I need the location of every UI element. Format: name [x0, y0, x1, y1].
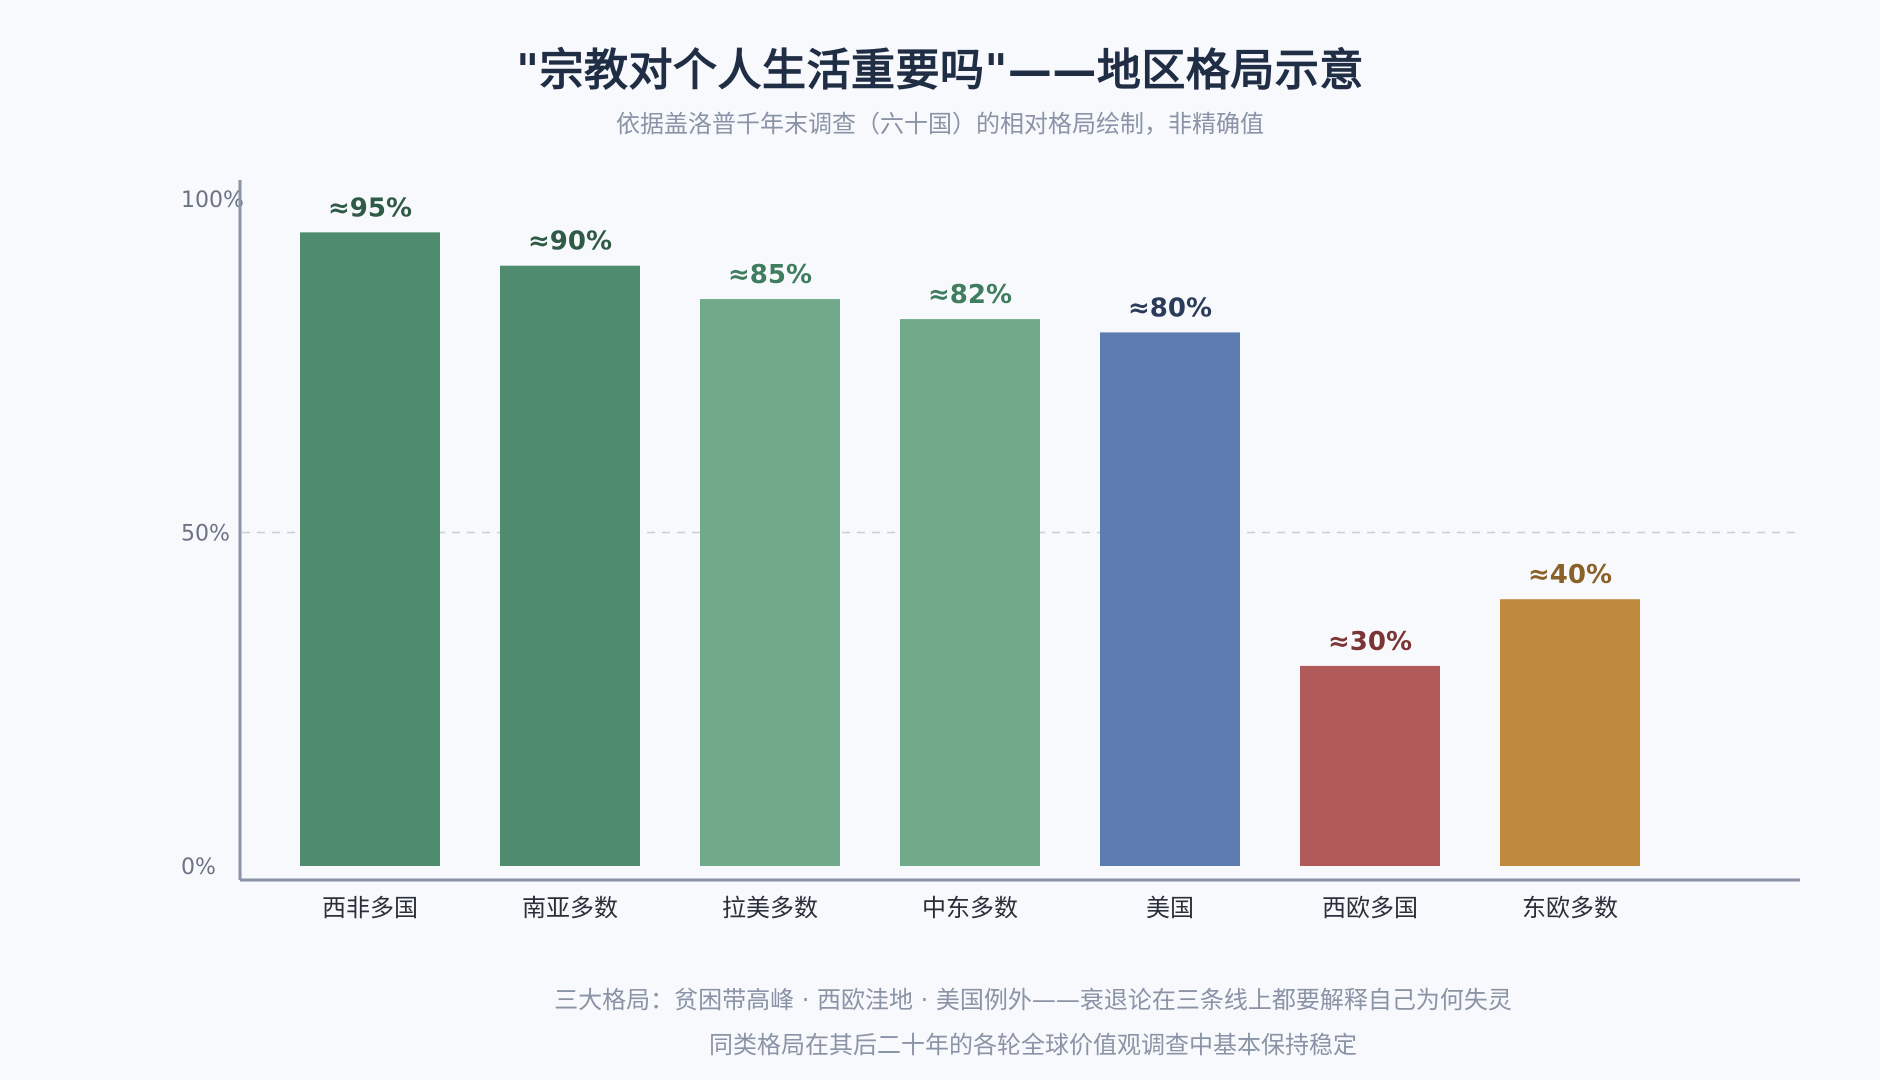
value-label-7: ≈40% [1528, 560, 1612, 590]
value-label-4: ≈82% [928, 280, 1012, 310]
footnote-primary: 三大格局：贫困带高峰 · 西欧洼地 · 美国例外——衰退论在三条线上都要解释自己… [554, 986, 1512, 1014]
value-label-1: ≈95% [328, 193, 412, 223]
y-tick-label-0: 0% [181, 855, 216, 880]
bar-6 [1300, 665, 1440, 866]
bar-2 [500, 265, 640, 866]
bar-7 [1500, 599, 1640, 866]
bar-5 [1100, 332, 1240, 866]
y-tick-label-50: 50% [181, 522, 230, 547]
chart-title: "宗教对个人生活重要吗"——地区格局示意 [516, 45, 1364, 96]
category-label-4: 中东多数 [922, 894, 1018, 922]
category-label-3: 拉美多数 [722, 894, 818, 922]
category-label-7: 东欧多数 [1522, 894, 1618, 922]
chart-subtitle: 依据盖洛普千年末调查（六十国）的相对格局绘制，非精确值 [616, 110, 1264, 138]
category-label-5: 美国 [1146, 894, 1194, 922]
y-tick-label-100: 100% [181, 188, 244, 213]
category-label-2: 南亚多数 [522, 894, 618, 922]
category-label-6: 西欧多国 [1322, 894, 1418, 922]
value-label-3: ≈85% [728, 260, 812, 290]
bar-3 [700, 299, 840, 866]
bar-4 [900, 319, 1040, 866]
value-label-6: ≈30% [1328, 627, 1412, 657]
category-label-1: 西非多国 [322, 894, 418, 922]
value-label-2: ≈90% [528, 227, 612, 257]
value-label-5: ≈80% [1128, 293, 1212, 323]
bar-1 [300, 232, 440, 867]
footnote-secondary: 同类格局在其后二十年的各轮全球价值观调查中基本保持稳定 [709, 1031, 1357, 1059]
